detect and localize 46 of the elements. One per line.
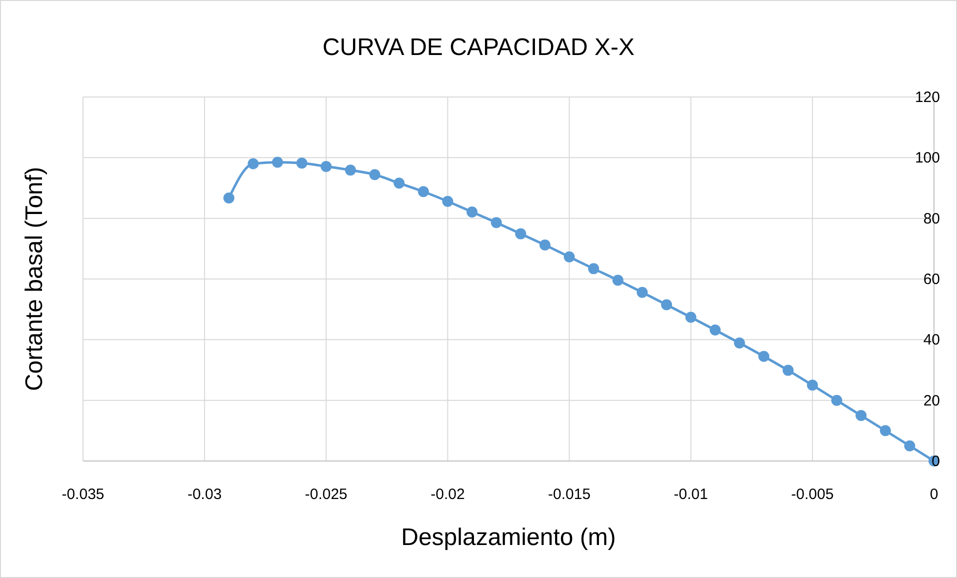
x-axis-title: Desplazamiento (m) bbox=[401, 524, 616, 551]
y-tick-label: 60 bbox=[923, 271, 940, 288]
y-tick-label: 80 bbox=[923, 210, 940, 228]
point bbox=[856, 410, 867, 421]
point bbox=[466, 206, 478, 218]
y-axis-title: Cortante basal (Tonf) bbox=[21, 166, 48, 392]
x-tick-label: -0.01 bbox=[674, 486, 708, 503]
point bbox=[320, 160, 332, 172]
y-tick-label: 120 bbox=[914, 89, 940, 106]
x-tick-label: -0.015 bbox=[548, 486, 591, 503]
point bbox=[734, 338, 745, 349]
point bbox=[636, 286, 648, 298]
point bbox=[515, 228, 526, 240]
point bbox=[369, 169, 380, 180]
point bbox=[296, 158, 308, 169]
point bbox=[272, 156, 284, 168]
point bbox=[904, 440, 916, 452]
point bbox=[564, 251, 575, 262]
x-tick-label: -0.035 bbox=[62, 486, 104, 503]
point bbox=[539, 240, 550, 251]
y-tick-label: 20 bbox=[923, 392, 940, 410]
point bbox=[248, 158, 259, 170]
point bbox=[782, 364, 794, 376]
point bbox=[490, 217, 502, 228]
x-tick-label: -0.025 bbox=[304, 486, 348, 503]
point bbox=[418, 186, 429, 198]
x-tick-label: -0.005 bbox=[791, 486, 834, 503]
x-tick-label: -0.03 bbox=[187, 486, 222, 503]
point bbox=[442, 196, 454, 207]
point bbox=[831, 394, 842, 406]
chart-title: CURVA DE CAPACIDAD X-X bbox=[322, 34, 635, 61]
point bbox=[758, 350, 770, 362]
point bbox=[223, 192, 234, 204]
y-tick-label: 100 bbox=[914, 150, 940, 167]
point bbox=[685, 312, 696, 323]
point bbox=[394, 178, 405, 189]
point bbox=[710, 324, 721, 336]
point bbox=[612, 274, 624, 286]
y-tick-label: 0 bbox=[932, 453, 940, 470]
point bbox=[661, 299, 672, 310]
y-tick-label: 40 bbox=[923, 332, 940, 349]
point bbox=[588, 263, 600, 274]
x-tick-label: -0.02 bbox=[430, 486, 465, 503]
point bbox=[806, 380, 818, 391]
point bbox=[880, 425, 891, 436]
point bbox=[344, 164, 356, 176]
